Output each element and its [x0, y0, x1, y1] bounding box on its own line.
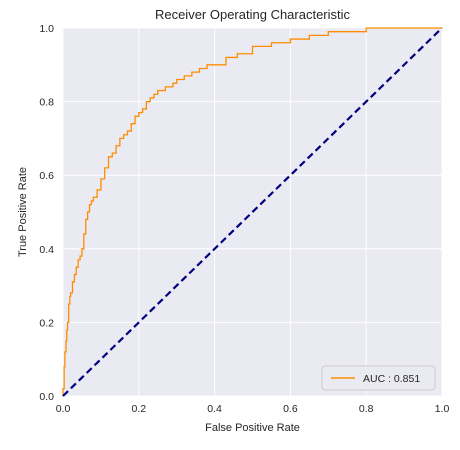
ticks: 0.0 0.2 0.4 0.6 0.8 1.0 0.0 0.2 0.4 0.6 0.8 1.0 — [39, 23, 449, 415]
x-tick-label: 0.6 — [283, 403, 298, 415]
series-layer — [62, 27, 443, 397]
y-tick-label: 0.4 — [39, 244, 54, 256]
legend-label: AUC : 0.851 — [363, 373, 420, 385]
chart-title: Receiver Operating Characteristic — [155, 7, 351, 22]
y-tick-label: 0.6 — [39, 170, 54, 182]
grid — [62, 27, 443, 397]
y-tick-label: 0.0 — [39, 391, 54, 403]
legend-box — [321, 365, 436, 391]
x-tick-label: 1.0 — [435, 403, 450, 415]
legend: AUC : 0.851 — [321, 365, 436, 391]
y-tick-label: 1.0 — [39, 23, 54, 35]
y-tick-label: 0.8 — [39, 97, 54, 109]
x-tick-label: 0.2 — [131, 403, 146, 415]
roc-curve — [62, 27, 442, 396]
y-tick-label: 0.2 — [39, 317, 54, 329]
x-axis-label: False Positive Rate — [205, 422, 300, 434]
y-axis-label: True Positive Rate — [17, 167, 29, 257]
x-tick-label: 0.0 — [56, 403, 71, 415]
x-tick-label: 0.8 — [359, 403, 374, 415]
diagonal-reference-line — [62, 27, 443, 397]
x-tick-label: 0.4 — [207, 403, 222, 415]
